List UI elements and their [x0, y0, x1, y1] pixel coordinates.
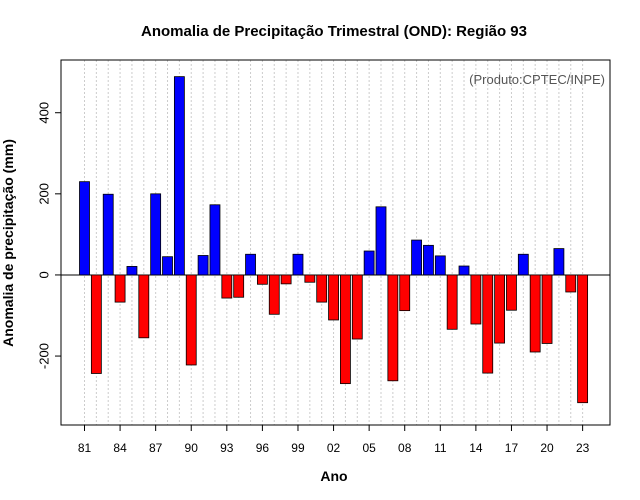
- bar-2011: [434, 255, 446, 276]
- bar-2010: [423, 244, 434, 276]
- bar-2016: [494, 274, 506, 344]
- bar-1996: [256, 274, 268, 285]
- bar-1999: [292, 253, 304, 276]
- x-tick-label: 20: [540, 441, 554, 455]
- x-tick-label: 17: [505, 441, 519, 455]
- bar-1988: [162, 256, 173, 276]
- bar-2012: [446, 274, 458, 330]
- bar-2001: [316, 274, 328, 303]
- bar-2009: [411, 239, 422, 276]
- plot-frame: [60, 59, 611, 426]
- y-axis: -200 0 200 400: [36, 102, 61, 369]
- bar-1986: [138, 274, 150, 339]
- bar-2007: [387, 274, 399, 382]
- bar-2015: [482, 274, 494, 374]
- x-tick-label: 90: [185, 441, 199, 455]
- x-tick-label: 81: [78, 441, 92, 455]
- x-tick-label: 02: [327, 441, 341, 455]
- bar-1981: [79, 181, 90, 276]
- y-tick-label: 0: [36, 271, 51, 278]
- x-tick-label: 23: [576, 441, 590, 455]
- bar-1989: [173, 76, 185, 276]
- y-axis-label: Anomalia de precipitação (mm): [0, 139, 16, 347]
- bar-1993: [221, 274, 233, 299]
- bar-2004: [351, 274, 363, 340]
- bar-1997: [268, 274, 280, 315]
- bar-2008: [399, 274, 411, 312]
- y-tick-label: -200: [36, 343, 51, 369]
- x-tick-label: 08: [398, 441, 412, 455]
- x-tick-label: 14: [469, 441, 483, 455]
- bar-series: [79, 76, 589, 404]
- x-tick-label: 87: [149, 441, 163, 455]
- bar-2017: [506, 274, 517, 311]
- x-tick-label: 11: [434, 441, 447, 455]
- x-axis: 81 84 87 90 93 96 99 02 05 08 11 14 17 20 23: [78, 425, 590, 455]
- bar-2000: [304, 274, 316, 283]
- bar-1995: [245, 253, 256, 276]
- x-tick-label: 96: [256, 441, 270, 455]
- vertical-gridlines: [84, 60, 584, 425]
- bar-2006: [375, 206, 387, 276]
- bar-2018: [517, 253, 529, 276]
- bar-1987: [150, 193, 162, 276]
- y-tick-label: 200: [36, 183, 51, 205]
- bar-2002: [328, 274, 339, 321]
- bar-1983: [102, 193, 114, 276]
- x-tick-label: 93: [220, 441, 234, 455]
- bar-1991: [197, 255, 209, 276]
- bar-2020: [541, 274, 553, 344]
- bar-1998: [280, 274, 292, 285]
- bar-1985: [126, 266, 138, 276]
- bar-2022: [565, 274, 577, 293]
- bar-2003: [340, 274, 351, 385]
- bar-2023: [577, 274, 589, 404]
- bar-1992: [209, 204, 221, 276]
- bar-2014: [470, 274, 482, 325]
- chart-title: Anomalia de Precipitação Trimestral (OND…: [141, 23, 527, 40]
- x-tick-label: 99: [291, 441, 305, 455]
- bar-1984: [114, 274, 126, 303]
- x-axis-label: Ano: [320, 468, 347, 484]
- source-note: (Produto:CPTEC/INPE): [469, 72, 605, 87]
- bar-1982: [90, 274, 102, 374]
- bar-2013: [458, 265, 470, 276]
- bar-1990: [185, 274, 197, 366]
- bar-2019: [529, 274, 541, 353]
- bar-1994: [233, 274, 245, 298]
- x-tick-label: 05: [362, 441, 376, 455]
- bar-2005: [363, 250, 375, 276]
- x-tick-label: 84: [113, 441, 127, 455]
- bar-2021: [553, 248, 565, 276]
- y-tick-label: 400: [36, 102, 51, 124]
